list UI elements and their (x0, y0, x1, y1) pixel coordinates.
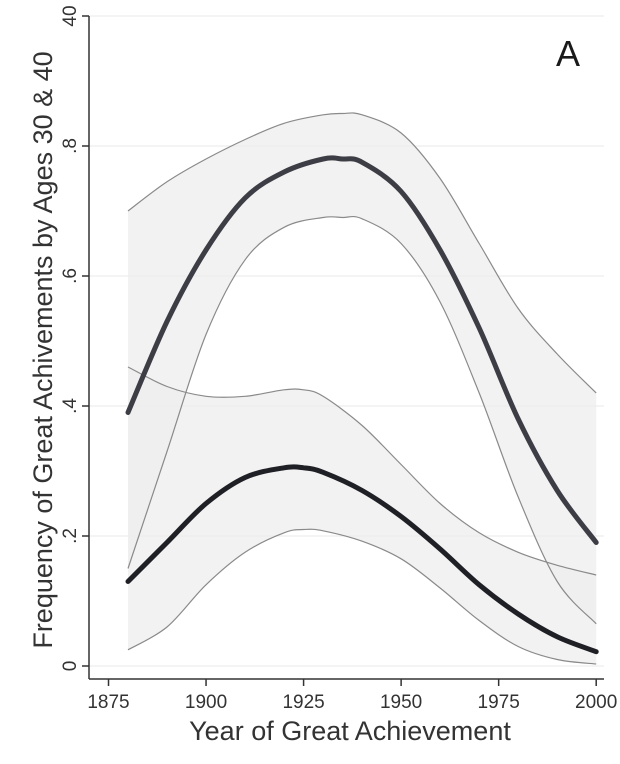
x-tick-label: 1900 (185, 692, 227, 713)
x-tick-label: 2000 (575, 692, 617, 713)
x-tick-label: 1925 (282, 692, 324, 713)
axes (88, 16, 604, 680)
x-tick-label: 1950 (380, 692, 422, 713)
lower-ci-line (127, 528, 597, 665)
y-tick-label: .2 (60, 528, 81, 544)
y-tick-label: .8 (60, 138, 81, 154)
y-tick-label: .6 (60, 268, 81, 284)
x-tick-label: 1975 (478, 692, 520, 713)
confidence-bands (127, 112, 597, 665)
y-tick-label: 40 (60, 5, 81, 26)
x-tick-label: 1875 (87, 692, 129, 713)
series-line (125, 155, 599, 545)
series-lines (125, 155, 599, 655)
confidence-band (128, 367, 597, 664)
series-line (125, 464, 599, 655)
y-axis-title: Frequency of Great Achivements by Ages 3… (28, 51, 58, 648)
x-axis-title: Year of Great Achievement (189, 716, 511, 746)
y-tick-label: .4 (60, 398, 81, 414)
panel-label: A (556, 33, 580, 74)
ticks: 1875 1900 1925 1950 1975 2000 0 .2 .4 .6 .8 40 (60, 5, 617, 713)
y-tick-label: 0 (60, 661, 81, 672)
upper-ci-line (127, 112, 597, 394)
upper-ci-line (127, 366, 597, 576)
lower-ci-line (127, 215, 597, 625)
confidence-band (128, 112, 597, 624)
